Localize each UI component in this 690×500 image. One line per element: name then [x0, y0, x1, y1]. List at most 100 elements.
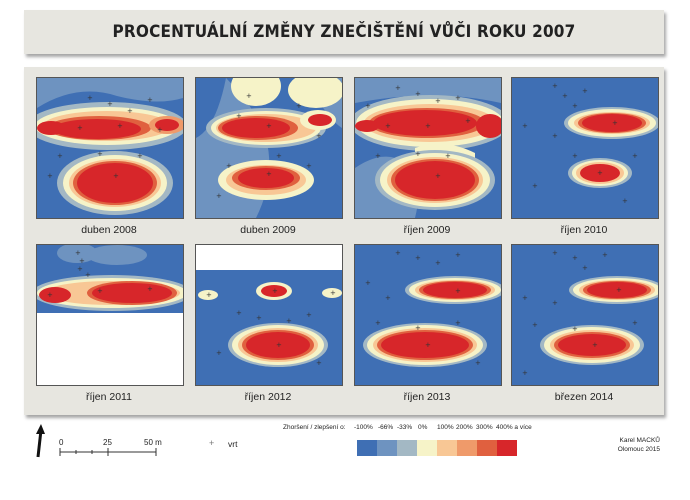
- legend-swatch: [357, 440, 377, 456]
- svg-text:+: +: [97, 150, 103, 158]
- svg-text:+: +: [435, 259, 441, 267]
- svg-text:+: +: [365, 102, 371, 110]
- legend-swatch: [457, 440, 477, 456]
- svg-text:+: +: [445, 152, 451, 160]
- svg-text:+: +: [572, 152, 578, 160]
- map-label: duben 2008: [81, 224, 137, 236]
- svg-text:+: +: [306, 311, 312, 319]
- svg-text:+: +: [147, 285, 153, 293]
- author-name: Karel MACKŮ: [619, 437, 660, 444]
- scale-tick-label: 25: [103, 438, 112, 447]
- svg-text:+: +: [632, 319, 638, 327]
- svg-text:+: +: [425, 341, 431, 349]
- svg-text:+: +: [616, 286, 622, 294]
- svg-text:+: +: [465, 117, 471, 125]
- svg-text:+: +: [47, 172, 53, 180]
- map-rijen-2010: + + + + + + + + + + + +: [511, 77, 659, 219]
- svg-text:+: +: [582, 87, 588, 95]
- legend-class-label: 400% a více: [496, 424, 532, 431]
- svg-text:+: +: [316, 359, 322, 367]
- svg-text:+: +: [206, 291, 212, 299]
- borehole-icon: +: [209, 438, 215, 448]
- svg-text:+: +: [286, 317, 292, 325]
- svg-text:+: +: [266, 170, 272, 178]
- legend-class-label: 0%: [418, 424, 428, 431]
- borehole-label: vrt: [228, 439, 238, 449]
- legend-swatch: [477, 440, 497, 456]
- legend-title: Zhoršení / zlepšení o:: [283, 424, 346, 431]
- map-rijen-2012: + + + + + + + + + +: [195, 244, 343, 386]
- svg-text:+: +: [552, 82, 558, 90]
- svg-text:+: +: [552, 299, 558, 307]
- svg-text:+: +: [612, 119, 618, 127]
- legend-class-label: -33%: [397, 424, 413, 431]
- svg-text:+: +: [306, 162, 312, 170]
- svg-text:+: +: [87, 94, 93, 102]
- svg-text:+: +: [246, 92, 252, 100]
- svg-text:+: +: [415, 150, 421, 158]
- svg-text:+: +: [330, 289, 336, 297]
- map-label: říjen 2013: [403, 391, 451, 403]
- svg-text:+: +: [97, 287, 103, 295]
- svg-text:+: +: [532, 321, 538, 329]
- svg-text:+: +: [522, 122, 528, 130]
- svg-text:+: +: [216, 192, 222, 200]
- legend-class-label: 300%: [476, 424, 493, 431]
- svg-text:+: +: [113, 172, 119, 180]
- svg-text:+: +: [127, 107, 133, 115]
- svg-text:+: +: [435, 97, 441, 105]
- title-band: PROCENTUÁLNÍ ZMĚNY ZNEČIŠTĚNÍ VŮČI ROKU …: [24, 10, 664, 54]
- svg-text:+: +: [236, 112, 242, 120]
- svg-text:+: +: [226, 162, 232, 170]
- author-place-year: Olomouc 2015: [617, 446, 660, 453]
- svg-text:+: +: [256, 314, 262, 322]
- svg-text:+: +: [157, 126, 163, 134]
- svg-text:+: +: [47, 291, 53, 299]
- svg-text:+: +: [435, 172, 441, 180]
- svg-text:+: +: [385, 294, 391, 302]
- map-label: říjen 2009: [403, 224, 451, 236]
- map-label: říjen 2011: [86, 391, 132, 403]
- map-rijen-2013: + + + + + + + + + + + +: [354, 244, 502, 386]
- svg-text:+: +: [582, 264, 588, 272]
- svg-text:+: +: [137, 152, 143, 160]
- svg-text:+: +: [107, 100, 113, 108]
- map-rijen-2009: + + + + + + + + + + + +: [354, 77, 502, 219]
- svg-text:+: +: [572, 254, 578, 262]
- map-label: březen 2014: [554, 391, 614, 403]
- legend-class-label: 100%: [437, 424, 454, 431]
- svg-text:+: +: [276, 152, 282, 160]
- svg-text:+: +: [276, 341, 282, 349]
- svg-text:+: +: [296, 102, 302, 110]
- svg-text:+: +: [415, 90, 421, 98]
- svg-text:+: +: [375, 319, 381, 327]
- legend-class-label: -100%: [354, 424, 373, 431]
- svg-text:+: +: [385, 122, 391, 130]
- svg-text:+: +: [425, 122, 431, 130]
- scalebar: [56, 438, 166, 467]
- legend-swatch: [497, 440, 517, 456]
- svg-text:+: +: [572, 325, 578, 333]
- scale-tick-label: 50 m: [144, 438, 162, 447]
- svg-text:+: +: [415, 324, 421, 332]
- svg-text:+: +: [552, 249, 558, 257]
- svg-text:+: +: [236, 309, 242, 317]
- svg-text:+: +: [316, 132, 322, 140]
- svg-text:+: +: [455, 319, 461, 327]
- svg-text:+: +: [57, 152, 63, 160]
- svg-text:+: +: [522, 294, 528, 302]
- svg-text:+: +: [562, 92, 568, 100]
- map-title: PROCENTUÁLNÍ ZMĚNY ZNEČIŠTĚNÍ VŮČI ROKU …: [112, 22, 576, 42]
- legend-swatch: [437, 440, 457, 456]
- legend-color-bar: [357, 440, 517, 456]
- svg-text:+: +: [632, 152, 638, 160]
- svg-text:+: +: [455, 287, 461, 295]
- legend-swatch: [417, 440, 437, 456]
- legend-swatch: [397, 440, 417, 456]
- svg-text:+: +: [522, 369, 528, 377]
- svg-text:+: +: [475, 359, 481, 367]
- svg-text:+: +: [117, 122, 123, 130]
- map-label: říjen 2012: [244, 391, 292, 403]
- svg-text:+: +: [602, 251, 608, 259]
- map-label: říjen 2010: [560, 224, 608, 236]
